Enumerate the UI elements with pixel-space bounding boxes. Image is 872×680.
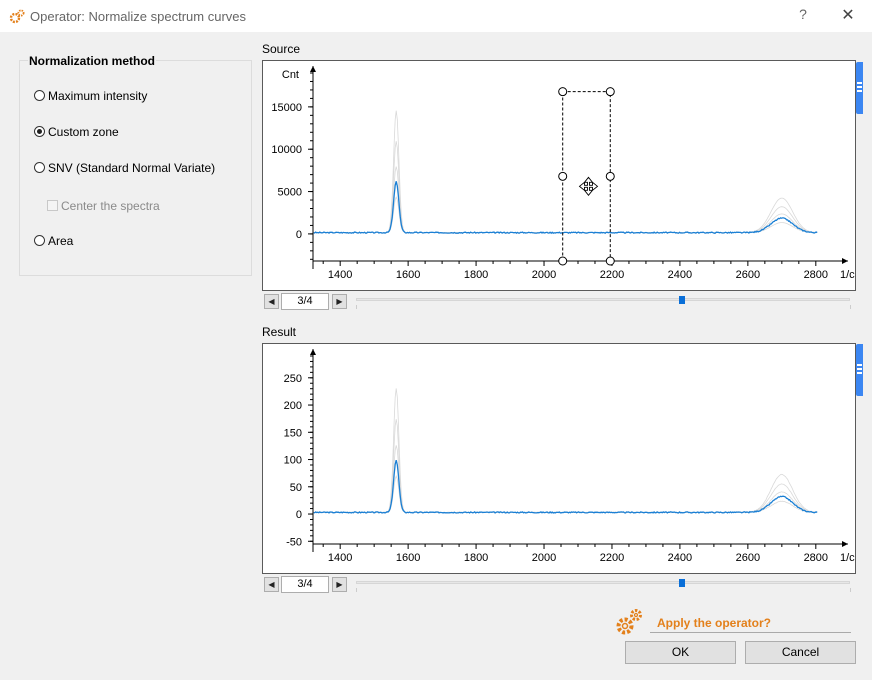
result-y-tick-label: 0 bbox=[296, 509, 302, 521]
source-x-tick-label: 1800 bbox=[464, 269, 488, 281]
center-spectra-label: Center the spectra bbox=[61, 199, 160, 213]
result-x-tick-label: 1800 bbox=[464, 552, 488, 564]
result-plot[interactable]: 1400 1600 1800 2000 2200 2400 2600 2800 -50 0 50 10… bbox=[262, 343, 856, 574]
center-spectra-checkbox[interactable] bbox=[47, 200, 58, 211]
window-title: Operator: Normalize spectrum curves bbox=[30, 9, 247, 24]
result-x-tick-label: 2400 bbox=[668, 552, 692, 564]
result-x-tick-label: 2000 bbox=[532, 552, 556, 564]
result-spectrum-line bbox=[313, 459, 818, 514]
result-next-button[interactable]: ▶ bbox=[332, 577, 347, 592]
result-slider-thumb[interactable] bbox=[679, 579, 686, 587]
move-cursor-arrow bbox=[578, 176, 599, 197]
source-plot[interactable]: 1400 1600 1800 2000 2200 2400 2600 2800 0 5000 100… bbox=[262, 60, 856, 291]
result-chart[interactable]: 1400 1600 1800 2000 2200 2400 2600 2800 -50 0 50 10… bbox=[263, 344, 855, 573]
title-bar: Operator: Normalize spectrum curves ? ✕ bbox=[0, 0, 872, 32]
radio-label-custom-zone[interactable]: Custom zone bbox=[48, 125, 119, 139]
result-side-panel-tab[interactable] bbox=[856, 344, 863, 396]
source-x-tick-label: 2600 bbox=[736, 269, 760, 281]
source-next-button[interactable]: ▶ bbox=[332, 294, 347, 309]
result-y-arrow bbox=[310, 349, 316, 355]
result-faint-spectrum bbox=[313, 419, 818, 514]
result-y-tick-label: 200 bbox=[284, 400, 302, 412]
result-y-tick-label: 100 bbox=[284, 455, 302, 467]
ok-button[interactable]: OK bbox=[625, 641, 736, 664]
gear-icon bbox=[9, 9, 25, 24]
source-zone-selection bbox=[562, 91, 611, 262]
result-y-tick-label: 150 bbox=[284, 427, 302, 439]
move-cursor-icon bbox=[578, 176, 599, 197]
normalization-method-title: Normalization method bbox=[28, 54, 157, 68]
result-y-tick-label: 50 bbox=[290, 482, 302, 494]
source-zone-handle[interactable] bbox=[558, 256, 568, 266]
radio-custom-zone[interactable] bbox=[34, 126, 45, 137]
result-y-tick-label: 250 bbox=[284, 373, 302, 385]
source-y-label: Cnt bbox=[282, 69, 299, 81]
source-x-tick-label: 1600 bbox=[396, 269, 420, 281]
result-x-arrow bbox=[842, 541, 848, 547]
source-zone-handle[interactable] bbox=[605, 171, 615, 181]
source-faint-spectrum bbox=[313, 110, 818, 234]
source-x-tick-label: 2400 bbox=[668, 269, 692, 281]
source-prev-button[interactable]: ◀ bbox=[264, 294, 279, 309]
result-x-label: 1/c bbox=[840, 552, 855, 564]
radio-label-area[interactable]: Area bbox=[48, 234, 74, 248]
source-x-tick-label: 2800 bbox=[804, 269, 828, 281]
radio-snv[interactable] bbox=[34, 162, 45, 173]
result-faint-spectrum bbox=[313, 388, 818, 514]
result-faint-spectrum bbox=[313, 445, 818, 514]
apply-gears-icon bbox=[616, 609, 642, 635]
radio-area[interactable] bbox=[34, 235, 45, 246]
result-slider-ticks bbox=[356, 588, 851, 592]
source-y-tick-label: 10000 bbox=[271, 144, 302, 156]
source-slider-ticks bbox=[356, 305, 851, 309]
source-y-arrow bbox=[310, 66, 316, 72]
source-slider-thumb[interactable] bbox=[679, 296, 686, 304]
source-page-field[interactable]: 3/4 bbox=[281, 293, 329, 310]
close-button[interactable]: ✕ bbox=[841, 7, 855, 24]
radio-label-maximum-intensity[interactable]: Maximum intensity bbox=[48, 89, 148, 103]
source-x-tick-label: 2200 bbox=[600, 269, 624, 281]
source-y-tick-label: 0 bbox=[296, 229, 302, 241]
radio-maximum-intensity[interactable] bbox=[34, 90, 45, 101]
result-x-tick-label: 1600 bbox=[396, 552, 420, 564]
apply-operator-label: Apply the operator? bbox=[657, 616, 772, 630]
result-prev-button[interactable]: ◀ bbox=[264, 577, 279, 592]
result-label: Result bbox=[262, 325, 297, 339]
source-label: Source bbox=[262, 42, 301, 56]
source-spectrum-line bbox=[313, 181, 818, 235]
result-y-tick-label: -50 bbox=[286, 536, 302, 548]
result-slider-track[interactable] bbox=[356, 581, 850, 584]
source-x-arrow bbox=[842, 258, 848, 264]
result-x-tick-label: 2800 bbox=[804, 552, 828, 564]
source-zone-handle[interactable] bbox=[558, 171, 568, 181]
source-zone-handle[interactable] bbox=[605, 256, 615, 266]
result-x-tick-label: 1400 bbox=[328, 552, 352, 564]
result-x-tick-label: 2600 bbox=[736, 552, 760, 564]
radio-label-snv[interactable]: SNV (Standard Normal Variate) bbox=[48, 161, 216, 175]
source-chart[interactable]: 1400 1600 1800 2000 2200 2400 2600 2800 0 5000 100… bbox=[263, 61, 855, 290]
source-y-tick-label: 15000 bbox=[271, 102, 302, 114]
help-button[interactable]: ? bbox=[799, 6, 807, 22]
source-x-label: 1/c bbox=[840, 269, 855, 281]
result-page-field[interactable]: 3/4 bbox=[281, 576, 329, 593]
source-side-panel-tab[interactable] bbox=[856, 62, 863, 114]
source-faint-spectrum bbox=[313, 141, 818, 234]
result-x-tick-label: 2200 bbox=[600, 552, 624, 564]
source-zone-handle[interactable] bbox=[605, 87, 615, 97]
apply-divider bbox=[650, 632, 851, 633]
source-x-tick-label: 1400 bbox=[328, 269, 352, 281]
source-zone-handle[interactable] bbox=[558, 87, 568, 97]
source-x-tick-label: 2000 bbox=[532, 269, 556, 281]
source-slider-track[interactable] bbox=[356, 298, 850, 301]
cancel-button[interactable]: Cancel bbox=[745, 641, 856, 664]
source-y-tick-label: 5000 bbox=[278, 187, 302, 199]
